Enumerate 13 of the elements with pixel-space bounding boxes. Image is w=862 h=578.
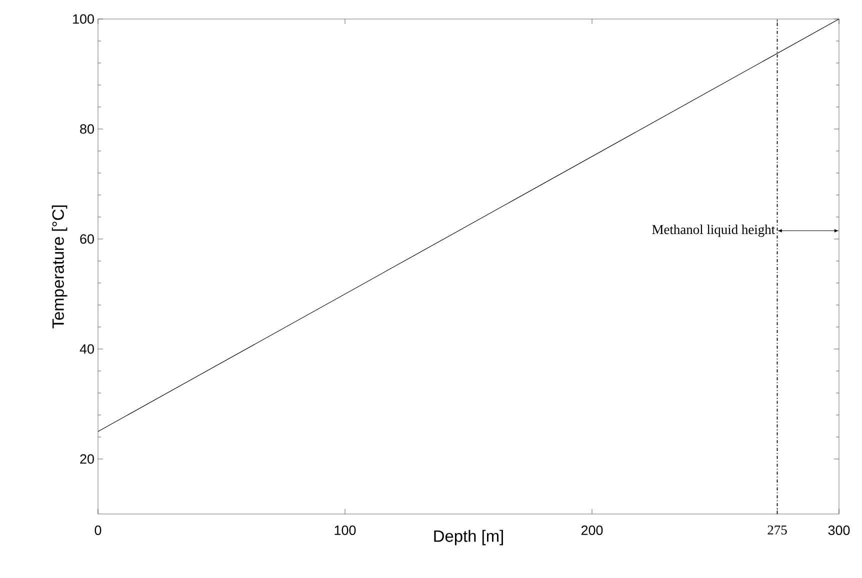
x-tick-label: 300 xyxy=(828,526,850,536)
x-tick-label: 275 xyxy=(768,526,787,535)
y-tick-label: 80 xyxy=(80,124,94,134)
x-axis-title: Depth [m] xyxy=(434,530,503,546)
y-tick-label: 20 xyxy=(80,454,94,464)
y-axis-title: Temperature [°C] xyxy=(52,205,68,328)
y-tick-label: 60 xyxy=(80,234,94,244)
x-tick-label: 200 xyxy=(581,526,603,536)
y-tick-label: 40 xyxy=(80,344,94,354)
y-tick-label: 100 xyxy=(73,14,94,24)
x-tick-label: 100 xyxy=(334,526,356,536)
x-tick-label: 0 xyxy=(94,526,102,536)
annotation: Methanol liquid height xyxy=(652,224,775,237)
